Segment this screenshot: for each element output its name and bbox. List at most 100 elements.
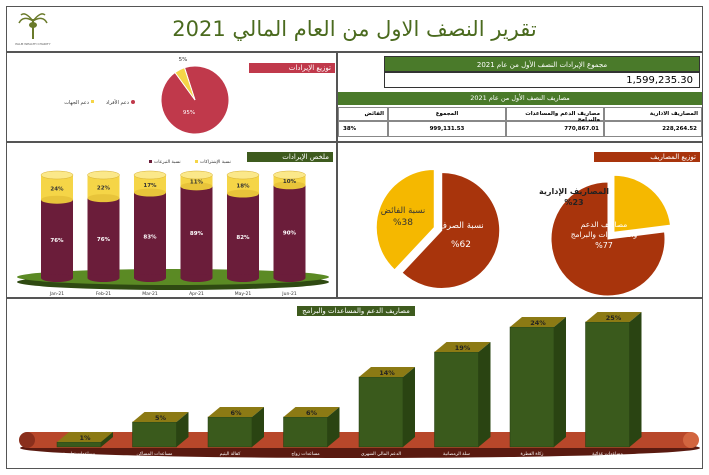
pie1-value-0: %62 xyxy=(451,240,471,250)
col-header-surplus: الفائض xyxy=(338,107,388,121)
cyl-yellow-1 xyxy=(87,175,120,199)
cyl-top-2 xyxy=(133,170,167,180)
cyl-label-maroon-1: 76% xyxy=(97,237,111,243)
support-expenses-panel: مصاريف الدعم والمساعدات والبرامج 1% مساعد… xyxy=(6,298,703,469)
cyl-label-yellow-2: 17% xyxy=(143,183,157,189)
x-tick-2: Mar-21 xyxy=(142,291,158,297)
cyl-label-yellow-5: 10% xyxy=(283,179,297,185)
cyl-maroon-3 xyxy=(180,186,213,278)
cyl-maroon-1 xyxy=(87,198,120,278)
bar-front-1 xyxy=(132,421,177,448)
cyl-mid-2 xyxy=(134,188,166,197)
bar-side-3 xyxy=(327,407,340,447)
cyl-bottom-5 xyxy=(273,274,306,282)
cyl-mid-0 xyxy=(41,195,73,204)
legend-swatch-1 xyxy=(195,160,198,163)
cyl-label-yellow-4: 18% xyxy=(236,183,250,189)
x-tick-1: Feb-21 xyxy=(96,291,111,297)
bar-value-5: 19% xyxy=(455,344,471,352)
bar-side-7 xyxy=(629,312,642,447)
x-tick-4: May-21 xyxy=(235,291,252,297)
cyl-label-maroon-0: 76% xyxy=(50,238,64,244)
cyl-yellow-2 xyxy=(134,175,166,193)
support-expenses-chart: 1% مساعدات تعليمية 5% مساعدات المساكن 6% كفال… xyxy=(19,312,700,458)
bar-side-2 xyxy=(252,407,264,447)
cyl-label-yellow-3: 11% xyxy=(190,180,204,186)
cyl-bottom-0 xyxy=(41,274,73,282)
cyl-mid-1 xyxy=(87,194,120,203)
bar-category-4: الدعم المالي الشهري xyxy=(361,452,401,457)
cyl-bottom-1 xyxy=(87,274,120,282)
cyl-top-5 xyxy=(273,170,306,180)
platform-end-left xyxy=(19,432,35,448)
revenue-summary-title: ملخص الإيرادات xyxy=(247,152,333,162)
cyl-yellow-4 xyxy=(227,175,259,194)
pie2-slice-1 xyxy=(613,174,672,233)
pie2-name-0-l1: مصاريف الدعم xyxy=(581,220,627,229)
bar-top-4 xyxy=(359,367,415,377)
bar-value-3: 6% xyxy=(306,409,318,417)
bar-category-6: زكاة الفطرة xyxy=(521,451,544,457)
bar-value-6: 24% xyxy=(530,319,546,327)
logo-text: PALM WEALTH CHARITY xyxy=(15,42,51,46)
legend-label-1: نسبة الإشتراكات xyxy=(200,159,231,165)
expense-dist-title: توزيع المصاريف xyxy=(594,152,700,162)
bar-side-1 xyxy=(176,412,189,447)
cyl-maroon-0 xyxy=(41,199,73,278)
bar-top-0 xyxy=(57,432,113,442)
total-revenue-label: مجموع الإيرادات النصف الأول من عام 2021 xyxy=(384,56,700,72)
legend-swatch-0 xyxy=(149,160,152,163)
cyl-bottom-3 xyxy=(180,274,213,282)
header-bar: PALM WEALTH CHARITY تقرير النصف الاول من… xyxy=(6,6,703,52)
cyl-label-maroon-2: 83% xyxy=(143,234,157,240)
pie2-name-0-l2: والمساعدات والبرامج xyxy=(571,230,638,239)
pie-label-0: 95% xyxy=(183,110,195,116)
bar-top-2 xyxy=(208,407,264,417)
bar-side-5 xyxy=(478,342,491,447)
revenue-summary-panel: ملخص الإيرادات نسبة التبرعات نسبة الإشترا… xyxy=(6,142,337,298)
expense-pies-chart: نسبة الصرف %62 نسبة الفائض %38 مصاريف الدعمو… xyxy=(375,169,672,297)
bar-side-0 xyxy=(101,432,113,447)
cyl-maroon-2 xyxy=(134,192,166,278)
pie2-name-1: المصاريف الإدارية xyxy=(539,187,609,196)
bar-top-6 xyxy=(510,317,566,327)
cyl-bottom-2 xyxy=(134,274,166,282)
x-tick-5: Jun-21 xyxy=(281,291,297,297)
pie1-name-1: نسبة الفائض xyxy=(381,206,425,216)
legend-swatch-0 xyxy=(131,100,135,104)
bar-side-4 xyxy=(403,367,415,447)
bar-value-2: 6% xyxy=(230,409,242,417)
col-header-admin: المصاريف الادارية xyxy=(604,107,702,121)
page-title: تقرير النصف الاول من العام المالي 2021 xyxy=(172,17,537,41)
pie-slice-1 xyxy=(174,67,196,101)
cyl-maroon-5 xyxy=(273,185,306,278)
revenue-pie-chart: 95% 5% دعم الأفراد دعم الجهات xyxy=(64,57,230,135)
bar-front-2 xyxy=(207,416,253,448)
cyl-label-maroon-3: 89% xyxy=(190,231,204,237)
cyl-top-1 xyxy=(87,170,120,180)
bar-top-3 xyxy=(283,407,340,417)
cyl-mid-4 xyxy=(227,189,259,198)
cyl-mid-5 xyxy=(273,181,306,190)
bar-value-4: 14% xyxy=(379,369,395,377)
support-expenses-title: مصاريف الدعم والمساعدات والبرامج xyxy=(297,306,415,316)
summary-panel: مجموع الإيرادات النصف الأول من عام 2021 … xyxy=(337,52,703,142)
expense-dist-panel: توزيع المصاريف نسبة الصرف %62 نسبة الفائض%… xyxy=(337,142,703,298)
platform-end-right xyxy=(683,432,699,448)
legend-label-0: نسبة التبرعات xyxy=(154,160,181,165)
bar-category-3: مساعدات زواج xyxy=(291,452,320,457)
pie2-value-0: %77 xyxy=(595,241,613,250)
value-total: 999,131.53 xyxy=(388,121,506,137)
cyl-label-maroon-5: 90% xyxy=(283,231,297,237)
logo: PALM WEALTH CHARITY xyxy=(13,9,53,49)
bar-category-7: مساعدات غذائية xyxy=(592,452,623,457)
legend-swatch-1 xyxy=(91,100,94,103)
bar-value-1: 5% xyxy=(155,414,167,422)
cyl-bottom-4 xyxy=(227,274,259,282)
pie-label-1: 5% xyxy=(179,57,188,63)
bar-front-7 xyxy=(585,321,630,448)
cyl-mid-3 xyxy=(180,182,213,191)
value-support: 770,867.01 xyxy=(506,121,604,137)
pie-slice-1 xyxy=(375,169,435,271)
legend-label-1: دعم الجهات xyxy=(64,100,89,106)
